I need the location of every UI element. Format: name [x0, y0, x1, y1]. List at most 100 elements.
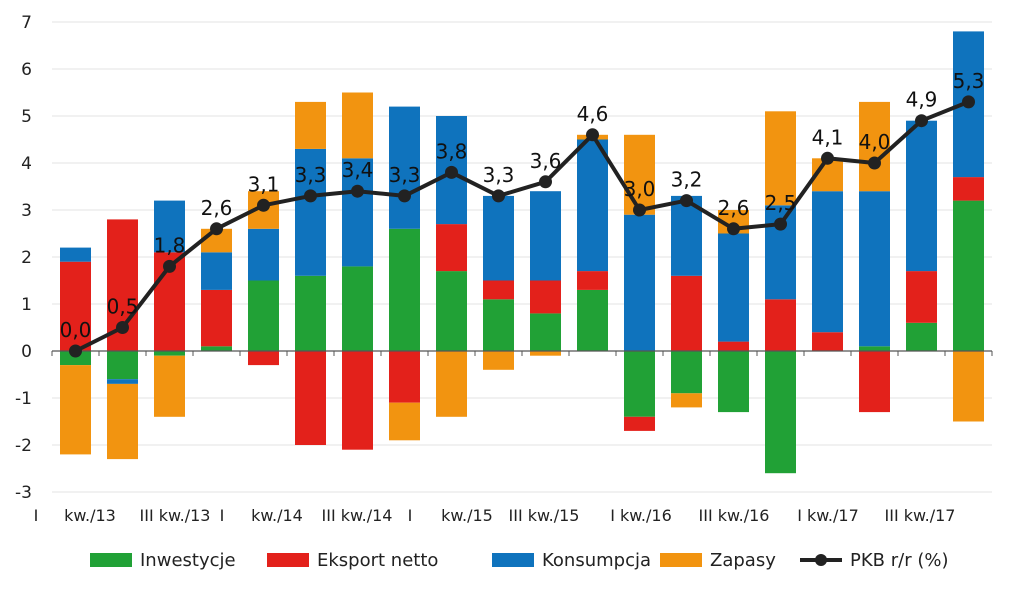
gdp-data-label: 4,9	[906, 88, 938, 112]
gdp-data-label: 1,8	[154, 233, 186, 257]
bar-eksport-netto	[483, 280, 514, 300]
gdp-data-label: 4,6	[577, 102, 609, 126]
gdp-point	[633, 203, 646, 217]
legend-swatch	[267, 553, 309, 567]
gdp-data-label: 3,4	[342, 158, 374, 182]
gdp-point	[962, 95, 975, 109]
y-tick-label: 0	[21, 342, 32, 362]
gdp-data-label: 4,1	[812, 125, 844, 149]
bar-zapasy	[107, 383, 138, 460]
x-category-label: I	[220, 506, 225, 525]
bar-eksport-netto	[859, 351, 890, 413]
bar-inwestycje	[436, 271, 467, 351]
bar-inwestycje	[295, 275, 326, 351]
legend: Inwestycje Eksport netto Konsumpcja Zapasy P…	[90, 550, 948, 571]
gdp-point	[210, 222, 223, 236]
bar-konsumpcja	[671, 195, 702, 276]
bar-zapasy	[953, 351, 984, 422]
bar-inwestycje	[107, 351, 138, 380]
legend-label: Konsumpcja	[542, 550, 651, 571]
legend-label: Eksport netto	[317, 550, 438, 571]
gdp-data-label: 3,2	[671, 168, 703, 192]
gdp-point	[868, 156, 881, 170]
bar-eksport-netto	[624, 416, 655, 431]
gdp-data-label: 2,6	[201, 196, 233, 220]
y-axis-ticks: 7 6 5 4 3 2 1 0 -1 -2 -3	[15, 13, 32, 503]
gdp-line-path	[74, 100, 970, 353]
bar-konsumpcja	[295, 148, 326, 276]
y-tick-label: -3	[15, 483, 32, 503]
gdp-point	[163, 259, 176, 273]
gdp-data-label: 3,8	[436, 139, 468, 163]
bar-eksport-netto	[765, 299, 796, 351]
legend-label: PKB r/r (%)	[850, 550, 948, 571]
bar-inwestycje	[953, 200, 984, 351]
x-category-label: III kw./13	[140, 506, 211, 525]
x-axis	[51, 350, 993, 356]
bar-inwestycje	[154, 351, 185, 356]
bar-inwestycje	[389, 228, 420, 351]
x-category-label: III kw./15	[509, 506, 580, 525]
bar-zapasy	[624, 134, 655, 215]
y-tick-label: 5	[21, 107, 32, 127]
bar-eksport-netto	[201, 289, 232, 347]
bar-konsumpcja	[906, 120, 937, 272]
gridlines	[52, 21, 992, 493]
legend-line-marker	[815, 554, 827, 566]
bar-inwestycje	[577, 289, 608, 351]
y-tick-label: 4	[21, 154, 32, 174]
data-labels: 0,0 0,5 1,8 2,6 3,1 3,3 3,4 3,3 3,8 3,3 3,6 4,6 3,0 3…	[60, 69, 985, 342]
gdp-data-label: 0,0	[60, 318, 92, 342]
bar-eksport-netto	[295, 351, 326, 445]
x-category-label: I	[34, 506, 39, 525]
bar-inwestycje	[859, 346, 890, 351]
x-category-label: III kw./17	[885, 506, 956, 525]
bar-eksport-netto	[60, 261, 91, 351]
bar-eksport-netto	[530, 280, 561, 314]
legend-swatch	[90, 553, 132, 567]
y-tick-label: -2	[15, 436, 32, 456]
legend-swatch	[660, 553, 702, 567]
gdp-data-label: 3,1	[248, 172, 280, 196]
bar-zapasy	[765, 111, 796, 206]
bar-konsumpcja	[107, 379, 138, 384]
bar-inwestycje	[483, 299, 514, 351]
y-tick-label: -1	[15, 389, 32, 409]
bar-zapasy	[483, 351, 514, 370]
bar-konsumpcja	[60, 247, 91, 262]
x-category-label: III kw./16	[699, 506, 770, 525]
bar-konsumpcja	[483, 195, 514, 281]
bar-inwestycje	[624, 351, 655, 417]
gdp-point	[445, 165, 458, 179]
bar-inwestycje	[718, 351, 749, 413]
bar-eksport-netto	[577, 271, 608, 290]
y-tick-label: 7	[21, 13, 32, 33]
bars	[60, 31, 984, 474]
x-category-label: III kw./14	[322, 506, 393, 525]
gdp-point	[492, 189, 505, 203]
y-tick-label: 6	[21, 60, 32, 80]
bar-inwestycje	[906, 322, 937, 351]
gdp-data-label: 2,5	[765, 191, 797, 215]
gdp-data-label: 4,0	[859, 130, 891, 154]
gdp-data-label: 3,3	[483, 163, 515, 187]
bar-eksport-netto	[436, 224, 467, 272]
bar-inwestycje	[530, 313, 561, 351]
bar-zapasy	[530, 351, 561, 356]
bar-konsumpcja	[201, 252, 232, 290]
x-category-label: I kw./16	[610, 506, 672, 525]
bar-konsumpcja	[624, 214, 655, 351]
x-category-label: I	[408, 506, 413, 525]
gdp-data-label: 0,5	[107, 295, 139, 319]
bar-zapasy	[859, 101, 890, 192]
bar-eksport-netto	[812, 332, 843, 351]
legend-swatch	[492, 553, 534, 567]
bar-konsumpcja	[718, 233, 749, 342]
gdp-point	[257, 198, 270, 212]
gdp-data-label: 3,6	[530, 149, 562, 173]
legend-label: Zapasy	[710, 550, 776, 571]
x-category-label: kw./13	[64, 506, 116, 525]
gdp-point	[821, 151, 834, 165]
